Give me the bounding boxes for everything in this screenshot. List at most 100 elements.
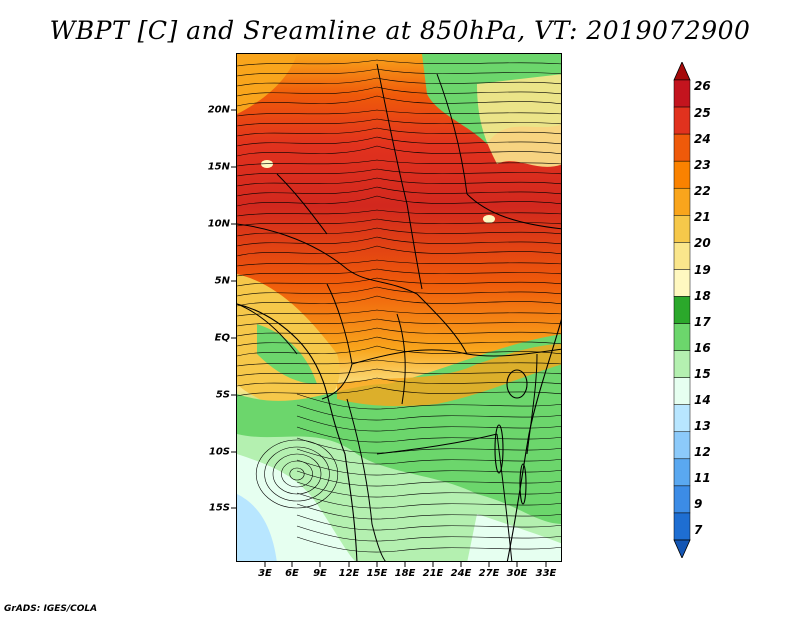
central-yellow-band [337, 344, 561, 407]
colorbar-bin [673, 160, 691, 189]
colorbar-bottom-arrow [673, 539, 691, 558]
streamline [237, 236, 561, 247]
colorbar-bin [673, 215, 691, 243]
colorbar-label-19: 19 [694, 263, 711, 277]
streamline [237, 295, 561, 307]
colorbar-label-9: 9 [694, 497, 703, 511]
streamline [237, 77, 561, 87]
colorbar-bin [673, 269, 691, 297]
lon-label-21e: 21E [422, 568, 444, 579]
streamline [237, 68, 561, 77]
lat-label-20n: 20N [207, 104, 230, 116]
streamline [296, 525, 561, 542]
streamline [237, 277, 561, 287]
streamline [296, 536, 561, 553]
hot-spot-east [483, 215, 495, 223]
lat-label-10n: 10N [207, 218, 230, 230]
colorbar-label-15: 15 [694, 367, 711, 381]
streamline [237, 186, 561, 197]
colorbar-bin [673, 485, 691, 514]
streamline [237, 127, 561, 137]
lon-label-30e: 30E [506, 568, 528, 579]
colorbar-label-12: 12 [694, 445, 711, 459]
streamline-swirl [289, 467, 305, 481]
lat-label-15s: 15S [208, 502, 230, 514]
colorbar-bin [673, 296, 691, 324]
streamline-swirl [272, 453, 322, 495]
colorbar-bin [673, 458, 691, 487]
colorbar-label-23: 23 [694, 158, 711, 172]
streamline [237, 386, 561, 397]
north-east-yellow-patch [477, 74, 561, 167]
colorbar-bin [673, 431, 691, 460]
streamline [237, 359, 561, 367]
grads-credit: GrADS: IGES/COLA [4, 604, 98, 614]
streamline [237, 209, 561, 217]
colorbar-label-25: 25 [694, 106, 711, 120]
streamline [237, 318, 561, 327]
colorbar-bin [673, 133, 691, 162]
streamline [237, 245, 561, 257]
streamline [296, 514, 561, 531]
streamline [237, 345, 561, 357]
streamline [237, 136, 561, 147]
lon-label-27e: 27E [478, 568, 500, 579]
streamline [237, 368, 561, 377]
streamline [296, 415, 561, 432]
streamline-swirl [264, 446, 330, 502]
lat-label-15n: 15N [207, 161, 230, 173]
coastlines [237, 303, 561, 561]
colorbar-label-16: 16 [694, 341, 711, 355]
streamline-swirl [255, 439, 339, 509]
colorbar-bin [673, 512, 691, 541]
lon-label-24e: 24E [450, 568, 472, 579]
map-title: WBPT [C] and Sreamline at 850hPa, VT: 20… [49, 16, 751, 45]
streamline [237, 86, 561, 97]
streamline [296, 448, 561, 465]
streamline [237, 195, 561, 207]
lon-label-18e: 18E [394, 568, 416, 579]
streamline [237, 177, 561, 187]
streamline [237, 268, 561, 277]
gulf-green-patch [257, 324, 317, 384]
streamline [237, 159, 561, 167]
colorbar-label-17: 17 [694, 315, 711, 329]
streamline [237, 168, 561, 177]
streamline [237, 286, 561, 297]
streamline [237, 218, 561, 227]
streamline [237, 327, 561, 337]
colorbar-bin [673, 106, 691, 135]
streamline [296, 481, 561, 498]
lon-label-33e: 33E [535, 568, 557, 579]
south-east-pale-region [467, 514, 561, 561]
streamline-swirl [281, 460, 313, 488]
wbpt-field-map [237, 54, 561, 561]
colorbar-top-arrow [673, 62, 691, 81]
lon-label-9e: 9E [313, 568, 327, 579]
streamline [237, 145, 561, 157]
lon-label-3e: 3E [258, 568, 272, 579]
streamline [237, 118, 561, 127]
lat-label-5s: 5S [215, 389, 230, 401]
streamline [237, 259, 561, 267]
streamline [237, 109, 561, 117]
colorbar-label-14: 14 [694, 393, 711, 407]
lon-label-6e: 6E [285, 568, 299, 579]
colorbar-label-24: 24 [694, 132, 711, 146]
lon-label-15e: 15E [366, 568, 388, 579]
streamline [237, 309, 561, 317]
south-west-blue-region [237, 494, 277, 561]
colorbar-bin [673, 323, 691, 351]
streamline [296, 437, 561, 454]
colorbar-label-22: 22 [694, 184, 711, 198]
colorbar-label-13: 13 [694, 419, 711, 433]
lat-label-10s: 10S [208, 446, 230, 458]
streamline [237, 59, 561, 67]
colorbar-bin [673, 350, 691, 378]
north-west-yellow-patch [237, 54, 297, 114]
lat-label-5n: 5N [214, 275, 230, 287]
colorbar-label-18: 18 [694, 289, 711, 303]
streamline [296, 503, 561, 520]
colorbar-bin [673, 242, 691, 270]
